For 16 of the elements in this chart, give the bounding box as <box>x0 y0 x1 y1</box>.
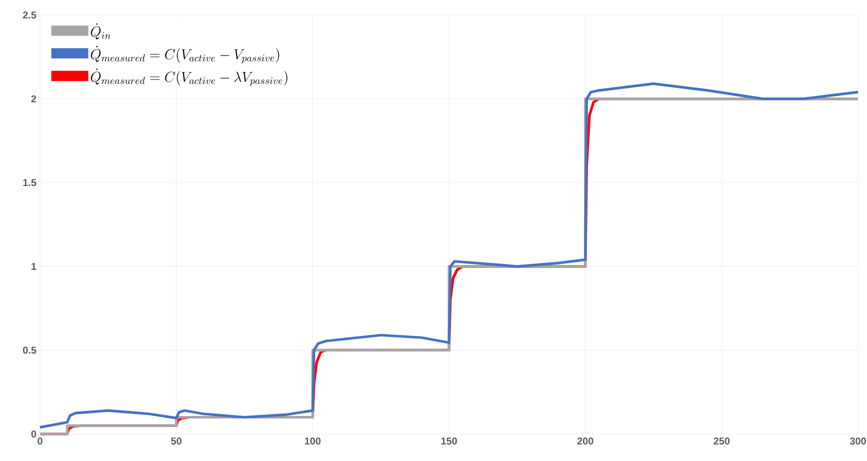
x-tick-label: 150 <box>441 438 457 445</box>
y-tick-label: 0 <box>31 430 36 438</box>
legend-label: $\dot{Q}_{measured} = C(V_{active} - \lambda V_{passive})$ <box>90 68 288 86</box>
y-tick-label: 2.5 <box>22 11 36 19</box>
x-tick-label: 0 <box>38 438 42 445</box>
legend-label: $\dot{Q}_{in}$ <box>90 23 110 40</box>
x-tick-label: 50 <box>171 438 182 445</box>
legend-label: $\dot{Q}_{measured} = C(V_{active} - V_{passive})$ <box>90 46 280 64</box>
y-tick-label: 1 <box>32 262 36 270</box>
x-tick-label: 250 <box>714 438 730 445</box>
y-tick-label: 2 <box>31 95 36 102</box>
x-tick-label: 200 <box>577 438 594 445</box>
x-tick-label: 100 <box>304 438 321 445</box>
y-tick-label: 0.5 <box>23 346 36 354</box>
y-tick-label: 1.5 <box>23 179 36 186</box>
x-tick-label: 300 <box>850 438 866 445</box>
